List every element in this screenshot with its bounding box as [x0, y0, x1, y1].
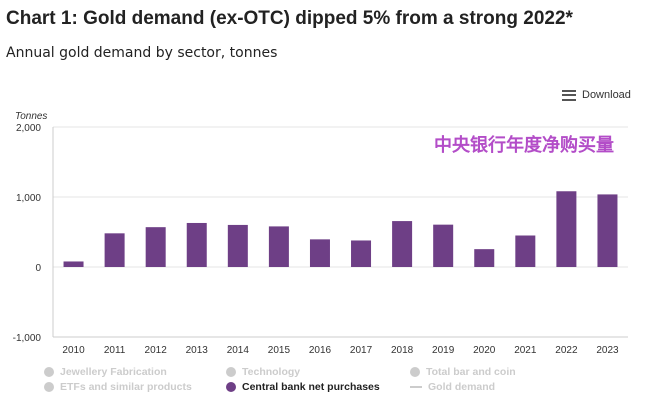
bar-2021 [515, 235, 536, 267]
y-tick-label: 0 [35, 263, 41, 274]
download-button[interactable]: Download [562, 89, 631, 101]
bar-2014 [227, 224, 248, 267]
y-axis-label: Tonnes [15, 111, 47, 122]
legend-label: ETFs and similar products [60, 381, 192, 393]
x-tick-label: 2021 [514, 345, 537, 356]
x-tick-label: 2018 [391, 345, 414, 356]
x-tick-label: 2015 [268, 345, 291, 356]
bar-2022 [556, 191, 577, 267]
legend-dot-icon [226, 367, 236, 377]
bar-2020 [474, 249, 495, 267]
bar-2017 [351, 240, 372, 267]
bar-2012 [145, 227, 166, 267]
download-label: Download [582, 89, 631, 101]
x-tick-label: 2016 [309, 345, 332, 356]
legend-line-icon [410, 386, 422, 388]
legend-label: Gold demand [428, 381, 496, 393]
legend-label: Technology [242, 366, 301, 378]
bar-2018 [392, 221, 413, 267]
legend-item[interactable]: Total bar and coin [410, 366, 516, 378]
menu-icon [562, 89, 576, 101]
x-tick-label: 2010 [62, 345, 85, 356]
x-tick-label: 2023 [596, 345, 619, 356]
bar-2016 [309, 239, 330, 267]
bar-2013 [186, 222, 207, 267]
legend-label: Total bar and coin [426, 366, 516, 378]
legend-item[interactable]: Gold demand [410, 381, 495, 393]
bar-2010 [63, 261, 84, 267]
x-tick-label: 2014 [227, 345, 250, 356]
x-tick-label: 2013 [186, 345, 209, 356]
x-tick-label: 2012 [145, 345, 168, 356]
chart-title: Chart 1: Gold demand (ex-OTC) dipped 5% … [6, 8, 573, 29]
legend-item[interactable]: ETFs and similar products [44, 381, 192, 393]
bar-2023 [597, 194, 618, 267]
legend-label: Central bank net purchases [242, 381, 380, 393]
bar-2015 [268, 226, 289, 267]
x-tick-label: 2020 [473, 345, 496, 356]
y-tick-label: 1,000 [16, 193, 41, 204]
x-tick-label: 2011 [104, 345, 126, 356]
legend-dot-icon [44, 367, 54, 377]
x-tick-label: 2017 [350, 345, 373, 356]
y-tick-label: -1,000 [13, 333, 42, 344]
bar-2019 [433, 224, 454, 267]
x-tick-label: 2022 [555, 345, 578, 356]
legend-dot-icon [410, 367, 420, 377]
y-tick-label: 2,000 [16, 123, 41, 134]
legend-item[interactable]: Central bank net purchases [226, 381, 380, 393]
chart-subtitle: Annual gold demand by sector, tonnes [6, 45, 278, 61]
annotation: 中央银行年度净购买量 [434, 134, 614, 156]
legend-dot-icon [44, 382, 54, 392]
legend-item[interactable]: Jewellery Fabrication [44, 366, 167, 378]
legend-label: Jewellery Fabrication [60, 366, 167, 378]
legend-item[interactable]: Technology [226, 366, 300, 378]
legend-dot-icon [226, 382, 236, 392]
bar-2011 [104, 233, 125, 267]
x-tick-label: 2019 [432, 345, 455, 356]
